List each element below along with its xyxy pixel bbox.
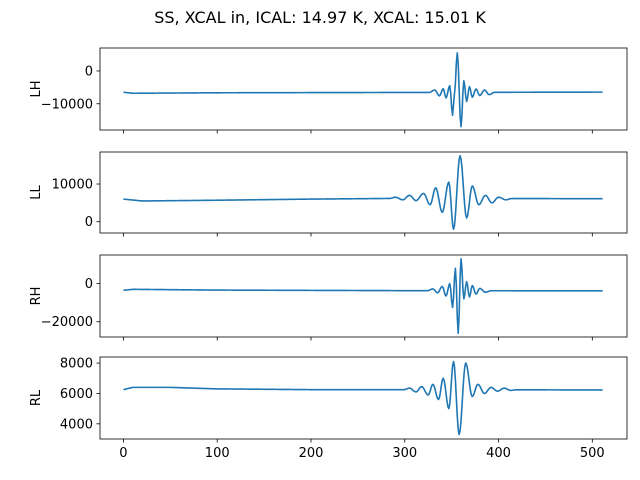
series-line-rl bbox=[123, 360, 603, 436]
x-tick-label: 200 bbox=[299, 446, 324, 461]
x-tick-label: 400 bbox=[486, 446, 511, 461]
y-tick-label: −20000 bbox=[41, 315, 93, 330]
panel-frame-rl bbox=[99, 356, 628, 440]
y-tick-label: 0 bbox=[85, 64, 93, 79]
y-tick-label: 0 bbox=[85, 277, 93, 292]
y-axis-label-lh: LH bbox=[29, 80, 44, 97]
y-tick-label: 0 bbox=[85, 215, 93, 230]
x-tick-label: 300 bbox=[392, 446, 417, 461]
series-line-rh bbox=[123, 258, 603, 334]
panel-frame-lh bbox=[99, 47, 628, 131]
x-tick-label: 100 bbox=[205, 446, 230, 461]
series-line-lh bbox=[123, 52, 603, 128]
y-tick-label: 4000 bbox=[60, 417, 93, 432]
y-tick-label: 8000 bbox=[60, 357, 93, 372]
y-axis-label-ll: LL bbox=[29, 185, 44, 200]
y-tick-label: 10000 bbox=[52, 178, 93, 193]
figure-title: SS, XCAL in, ICAL: 14.97 K, XCAL: 15.01 … bbox=[154, 8, 486, 27]
y-axis-label-rl: RL bbox=[29, 389, 44, 406]
x-tick-label: 500 bbox=[580, 446, 605, 461]
panel-frame-rh bbox=[99, 254, 628, 338]
y-tick-label: 6000 bbox=[60, 387, 93, 402]
y-tick-label: −10000 bbox=[41, 97, 93, 112]
x-tick-label: 0 bbox=[119, 446, 127, 461]
y-axis-label-rh: RH bbox=[29, 287, 44, 306]
series-line-ll bbox=[123, 154, 603, 231]
panel-frame-ll bbox=[99, 151, 628, 234]
